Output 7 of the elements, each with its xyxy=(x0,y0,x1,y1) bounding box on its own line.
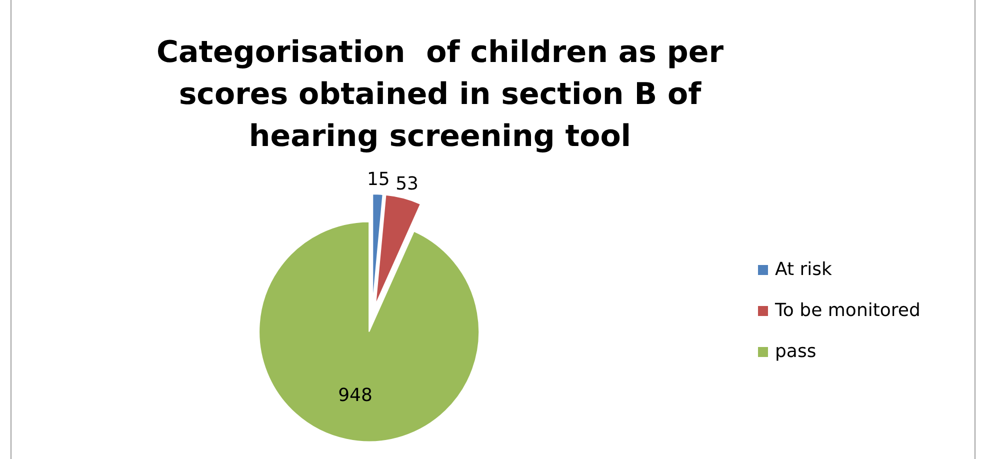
legend-label: To be monitored xyxy=(774,300,920,321)
chart-title: Categorisation of children as per scores obtained in section B of hearing screening tool xyxy=(156,35,724,154)
legend-label: pass xyxy=(775,340,816,362)
data-label: 15 xyxy=(366,169,390,190)
data-label: 53 xyxy=(396,173,418,194)
data-label: 948 xyxy=(338,385,372,406)
legend-label: At risk xyxy=(775,258,833,280)
